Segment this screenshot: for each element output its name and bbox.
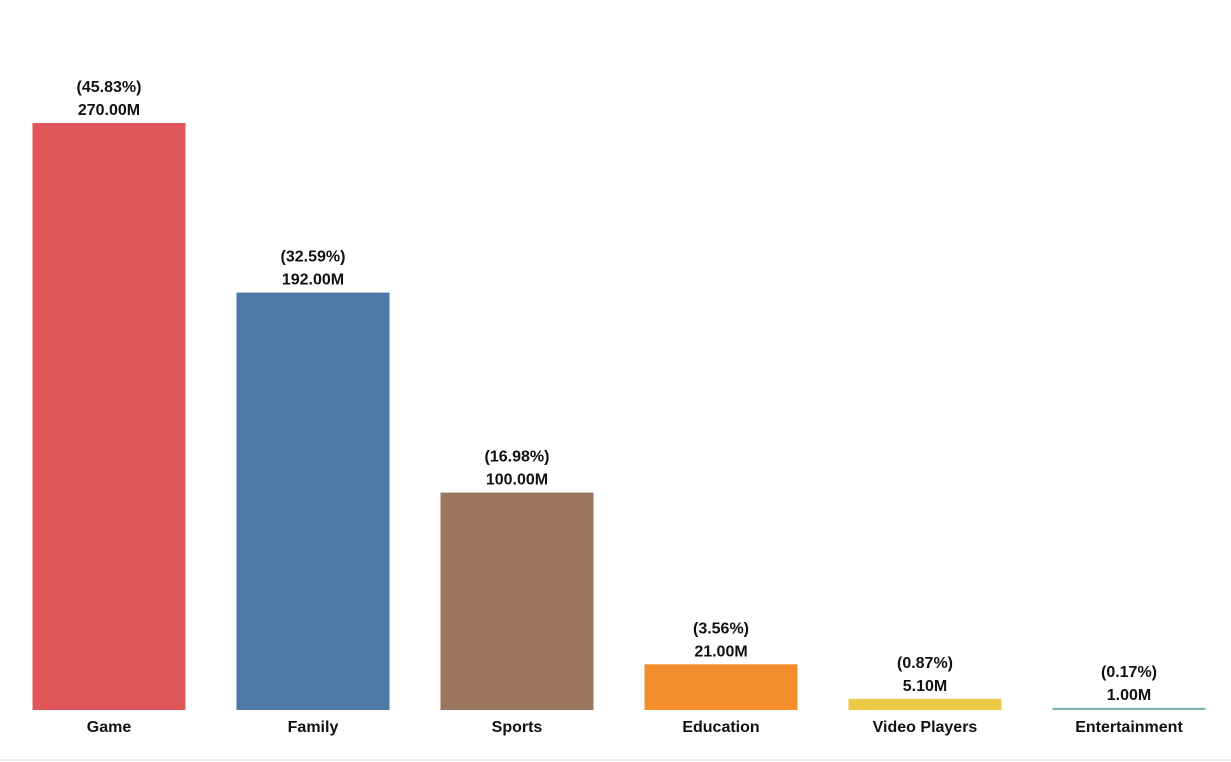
bars-group: [32, 123, 1206, 710]
bar-percent-label: (0.17%): [1101, 664, 1157, 681]
bar-value-label: 21.00M: [694, 643, 747, 660]
bar-game: [32, 123, 186, 710]
bar-value-label: 192.00M: [282, 272, 344, 289]
bar-value-label: 1.00M: [1107, 687, 1151, 704]
bar-percent-label: (0.87%): [897, 655, 953, 672]
bar-video-players: [848, 698, 1002, 710]
category-tick-label: Video Players: [873, 719, 978, 736]
category-tick-label: Sports: [492, 719, 543, 736]
bar-percent-label: (32.59%): [281, 249, 346, 266]
category-tick-label: Family: [288, 719, 339, 736]
bar-value-label: 270.00M: [78, 102, 140, 119]
bar-family: [236, 292, 390, 710]
bar-percent-label: (16.98%): [485, 449, 550, 466]
bar-entertainment: [1052, 707, 1206, 710]
bar-value-label: 100.00M: [486, 472, 548, 489]
bar-education: [644, 664, 798, 710]
category-tick-label: Education: [682, 719, 759, 736]
bar-value-label: 5.10M: [903, 678, 947, 695]
bar-percent-label: (3.56%): [693, 620, 749, 637]
bar-percent-label: (45.83%): [77, 79, 142, 96]
bar-sports: [440, 492, 594, 710]
category-tick-label: Entertainment: [1075, 719, 1183, 736]
category-tick-label: Game: [87, 719, 132, 736]
labels-group: 270.00M (45.83%) Game 192.00M (32.59%) Family…: [77, 79, 1184, 736]
